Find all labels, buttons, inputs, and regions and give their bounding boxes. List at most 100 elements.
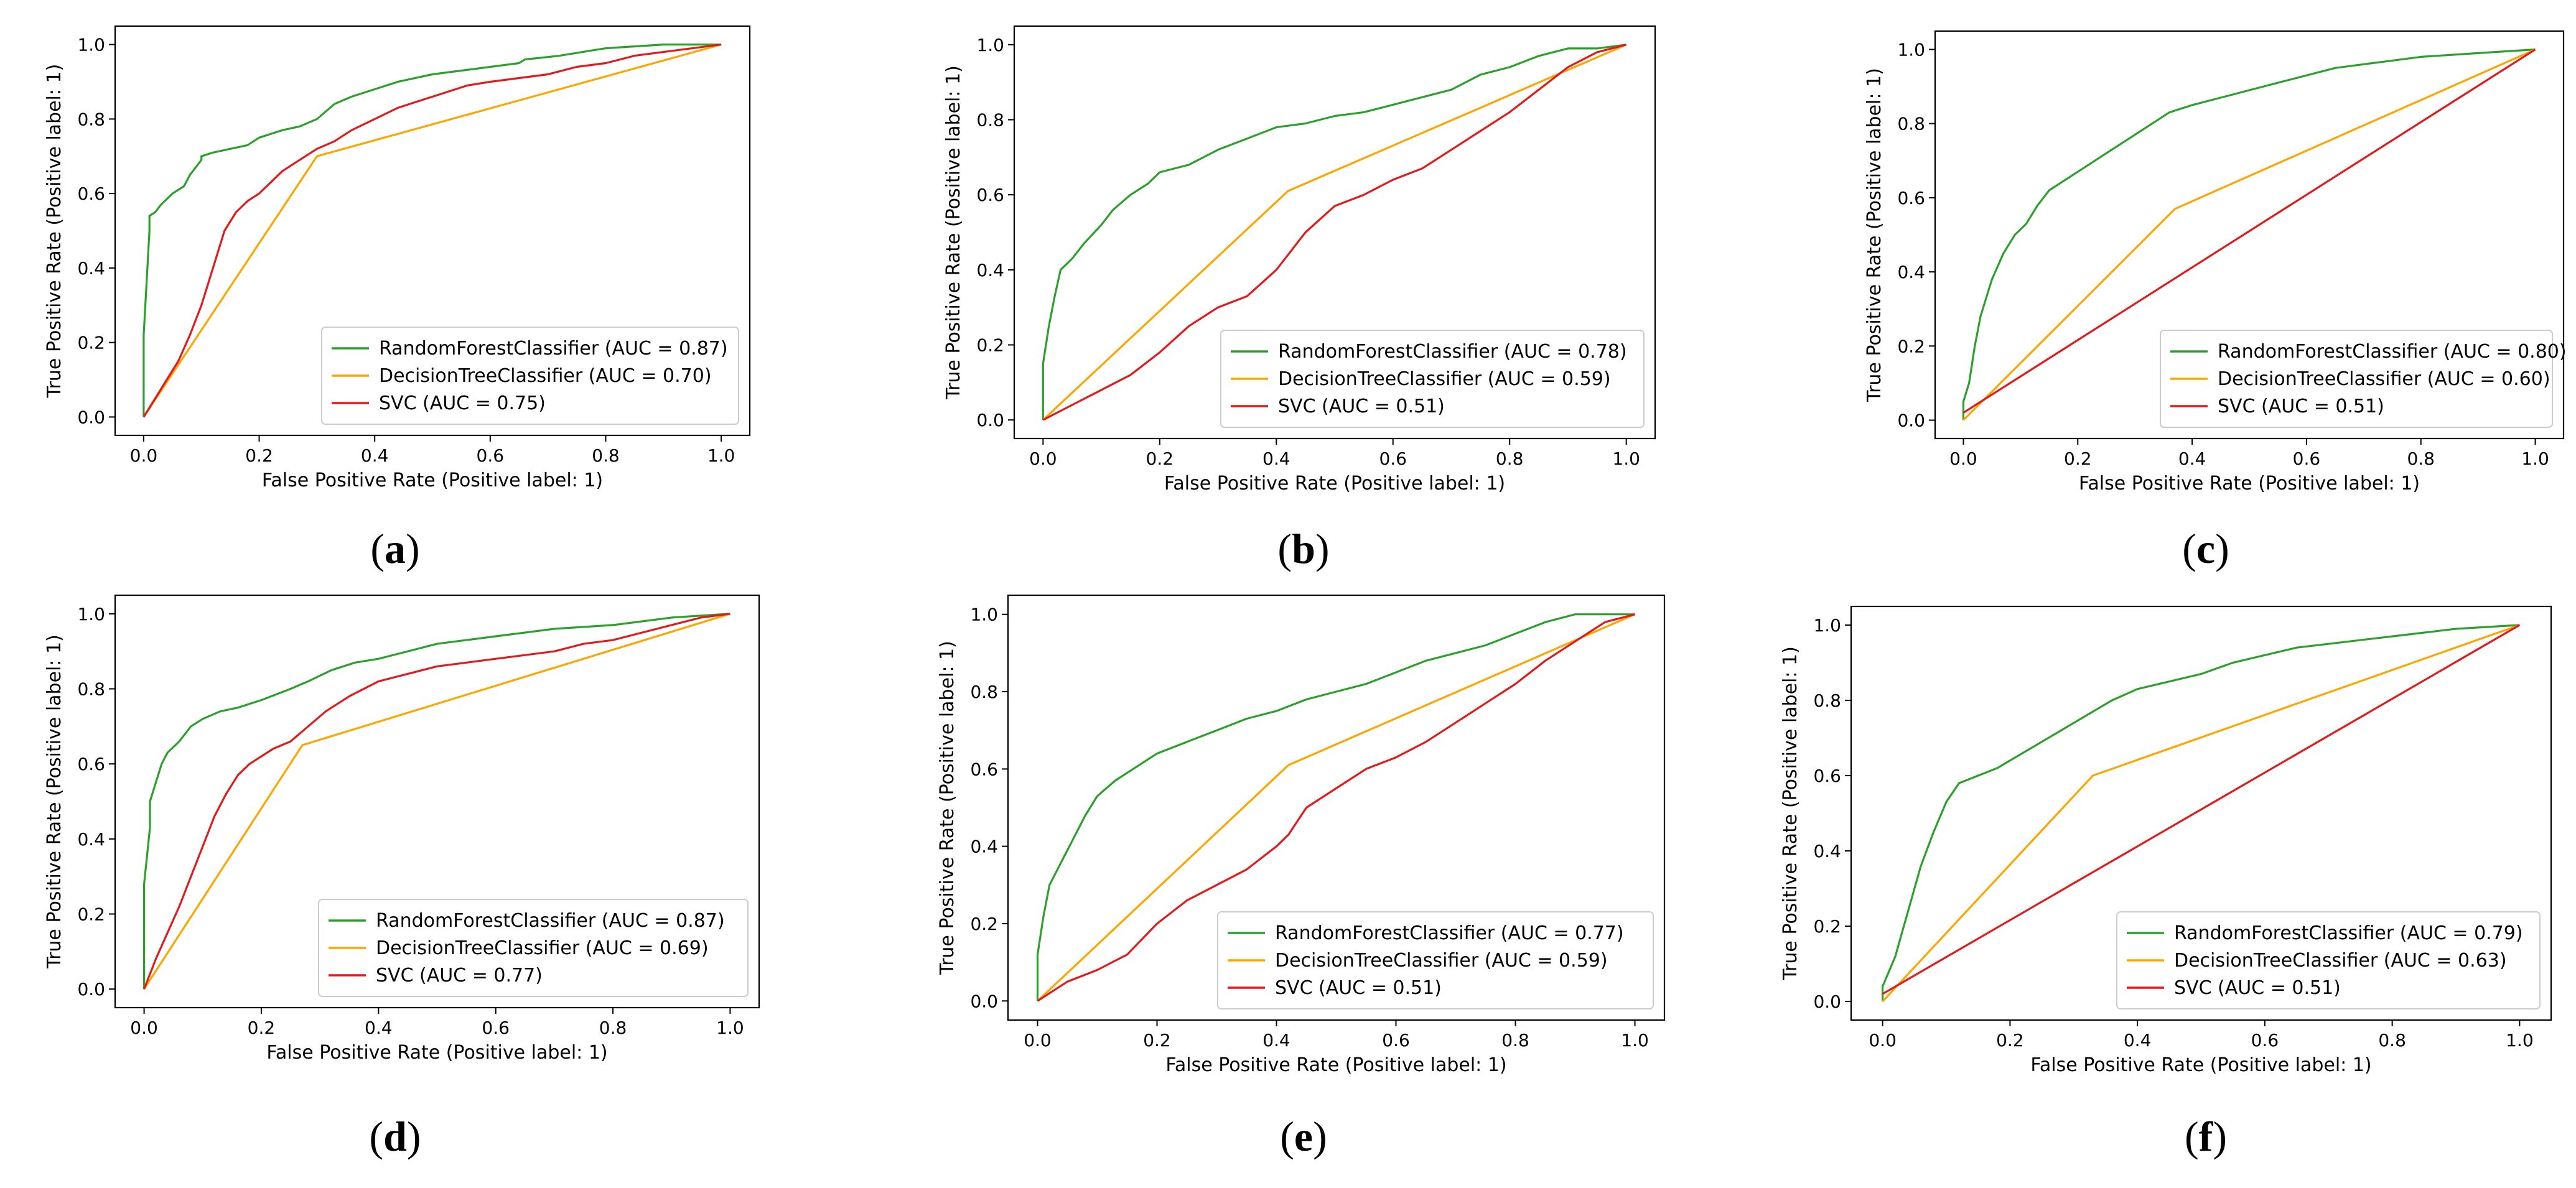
y-tick-label: 1.0: [1813, 615, 1841, 636]
legend-box: [2116, 911, 2541, 1009]
x-tick-label: 0.2: [2064, 448, 2092, 469]
y-tick-label: 1.0: [970, 605, 998, 625]
x-tick-label: 0.6: [482, 1018, 510, 1038]
x-tick-label: 0.4: [1262, 1030, 1290, 1051]
series-line-2: [1882, 624, 2520, 1003]
series-line-3: [1882, 624, 2521, 995]
legend-box: [318, 899, 749, 997]
panel-label-letter: b: [1292, 525, 1315, 572]
series-line-3: [1042, 44, 1627, 421]
y-tick-label: 0.4: [976, 260, 1004, 281]
y-axis-label: True Positive Rate (Positive label: 1): [1864, 68, 1885, 402]
x-tick-label: 0.8: [1496, 448, 1524, 469]
chart-panel-d: 0.0 0.2 0.4 0.6 0.8 1.0 0.0 0.2 0.4 0.6 0.8 1.0 Fals…: [44, 594, 760, 1160]
x-tick-label: 0.0: [130, 445, 158, 466]
y-tick-label: 1.0: [77, 604, 105, 624]
y-tick-label: 0.0: [1813, 991, 1841, 1012]
y-tick-label: 0.8: [970, 682, 998, 702]
x-tick-label: 0.0: [1029, 448, 1057, 469]
x-tick-label: 1.0: [716, 1018, 744, 1038]
y-tick-label: 0.0: [77, 407, 105, 427]
y-tick-label: 0.2: [1897, 336, 1925, 356]
series-line-1: [1036, 613, 1635, 1001]
series-line-1: [142, 43, 722, 417]
panel-label-close: ): [407, 1113, 421, 1160]
x-tick-label: 0.6: [2251, 1030, 2279, 1051]
chart-panel-b: 0.0 0.2 0.4 0.6 0.8 1.0 0.0 0.2 0.4 0.6 0.8 1.0 Fals…: [943, 25, 1656, 572]
y-tick-label: 0.4: [1897, 262, 1925, 282]
x-tick-label: 0.0: [1024, 1030, 1052, 1051]
panel-label-open: (: [2185, 1113, 2199, 1160]
y-tick-label: 0.0: [976, 410, 1004, 430]
axes-frame: [114, 594, 760, 1009]
y-tick-label: 1.0: [976, 35, 1004, 55]
panels: 0.0 0.2 0.4 0.6 0.8 1.0 0.0 0.2 0.4 0.6 0.8 1.0 Fals…: [44, 25, 2567, 1160]
legend-entry: RandomForestClassifier (AUC = 0.80): [2218, 341, 2567, 363]
x-tick-label: 0.2: [1996, 1030, 2024, 1051]
x-tick-label: 0.8: [2407, 448, 2435, 469]
panel-label-open: (: [2182, 525, 2196, 572]
series-line-2: [1042, 44, 1627, 421]
series-line-3: [143, 613, 730, 990]
y-tick-label: 0.6: [970, 759, 998, 779]
x-tick-label: 0.6: [1382, 1030, 1410, 1051]
y-tick-label: 0.6: [77, 754, 105, 774]
panel-label-close: ): [2213, 1113, 2227, 1160]
legend-entry: DecisionTreeClassifier (AUC = 0.70): [379, 365, 712, 387]
panel-label: (b): [1277, 525, 1329, 572]
y-tick-label: 0.2: [77, 904, 105, 924]
y-tick-label: 0.4: [77, 258, 105, 279]
x-tick-label: 0.6: [477, 445, 505, 466]
x-tick-label: 0.4: [2178, 448, 2206, 469]
legend-entry: SVC (AUC = 0.77): [376, 965, 543, 986]
y-axis-label: True Positive Rate (Positive label: 1): [936, 641, 958, 975]
y-tick-label: 0.0: [970, 991, 998, 1011]
series-line-2: [143, 613, 730, 990]
y-tick-label: 0.8: [976, 110, 1004, 131]
y-tick-label: 0.4: [970, 837, 998, 857]
x-tick-label: 0.4: [2124, 1030, 2152, 1051]
legend-entry: RandomForestClassifier (AUC = 0.78): [1278, 341, 1627, 363]
y-tick-label: 0.6: [976, 185, 1004, 205]
y-tick-label: 0.0: [77, 979, 105, 1000]
y-tick-label: 0.6: [1897, 188, 1925, 208]
x-tick-label: 0.8: [592, 445, 620, 466]
y-tick-label: 1.0: [77, 35, 105, 55]
x-tick-label: 1.0: [2521, 448, 2549, 469]
x-tick-label: 1.0: [1621, 1030, 1649, 1051]
y-axis-label: True Positive Rate (Positive label: 1): [943, 65, 964, 400]
legend-entry: RandomForestClassifier (AUC = 0.87): [379, 338, 728, 360]
x-tick-label: 0.8: [599, 1018, 627, 1038]
y-tick-label: 0.0: [1897, 411, 1925, 431]
series-line-1: [1962, 48, 2536, 420]
x-axis-label: False Positive Rate (Positive label: 1): [262, 470, 603, 491]
legend-entry: SVC (AUC = 0.51): [1275, 977, 1442, 999]
axes-frame: [1013, 25, 1656, 440]
legend-entry: SVC (AUC = 0.75): [379, 392, 546, 414]
y-tick-label: 0.4: [1813, 841, 1841, 861]
panel-label-close: ): [2215, 525, 2229, 572]
x-tick-label: 0.8: [2378, 1030, 2406, 1051]
x-tick-label: 0.6: [2293, 448, 2321, 469]
y-tick-label: 0.8: [77, 109, 105, 129]
x-tick-label: 0.4: [365, 1018, 393, 1038]
legend-box: [1217, 911, 1654, 1009]
x-tick-label: 0.0: [130, 1018, 158, 1038]
y-tick-label: 0.2: [976, 335, 1004, 355]
y-tick-label: 0.2: [1813, 916, 1841, 937]
series-line-3: [1962, 49, 2536, 414]
axes-frame: [114, 25, 751, 437]
legend-entry: RandomForestClassifier (AUC = 0.77): [1275, 922, 1624, 944]
panel-label: (d): [369, 1113, 421, 1160]
panel-label-open: (: [1277, 525, 1292, 572]
panel-label-letter: a: [385, 525, 406, 572]
x-tick-label: 0.2: [1146, 448, 1174, 469]
chart-panel-e: 0.0 0.2 0.4 0.6 0.8 1.0 0.0 0.2 0.4 0.6 0.8 1.0 Fals…: [936, 594, 1666, 1160]
panel-label-letter: f: [2199, 1113, 2214, 1160]
x-tick-label: 0.2: [248, 1018, 276, 1038]
legend-box: [2160, 330, 2553, 428]
y-tick-label: 0.2: [970, 914, 998, 934]
series-line-1: [1042, 44, 1626, 420]
series-line-3: [1037, 613, 1635, 1002]
